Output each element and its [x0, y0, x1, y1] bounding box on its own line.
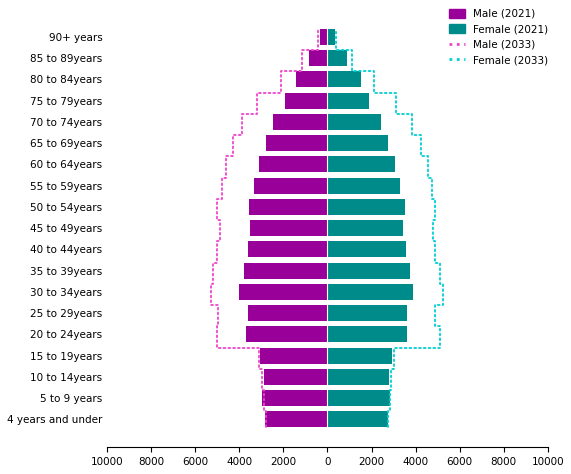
Bar: [260, 348, 327, 364]
Bar: [327, 305, 407, 321]
Bar: [327, 263, 410, 279]
Bar: [265, 411, 327, 428]
Bar: [239, 284, 327, 300]
Bar: [327, 390, 390, 406]
Bar: [327, 72, 360, 87]
Bar: [327, 135, 388, 151]
Bar: [327, 29, 335, 45]
Bar: [327, 50, 347, 66]
Bar: [250, 220, 327, 236]
Bar: [327, 241, 405, 257]
Bar: [246, 327, 327, 342]
Bar: [320, 29, 327, 45]
Bar: [327, 327, 407, 342]
Bar: [327, 156, 395, 173]
Bar: [254, 178, 327, 194]
Legend: Male (2021), Female (2021), Male (2033), Female (2033): Male (2021), Female (2021), Male (2033),…: [446, 6, 552, 68]
Bar: [284, 93, 327, 109]
Bar: [327, 411, 388, 428]
Bar: [244, 263, 327, 279]
Bar: [248, 241, 327, 257]
Bar: [274, 114, 327, 130]
Bar: [327, 369, 389, 385]
Bar: [327, 284, 413, 300]
Bar: [259, 156, 327, 173]
Bar: [264, 369, 327, 385]
Bar: [327, 93, 369, 109]
Bar: [266, 135, 327, 151]
Bar: [327, 178, 400, 194]
Bar: [327, 199, 405, 215]
Bar: [309, 50, 327, 66]
Bar: [327, 220, 404, 236]
Bar: [263, 390, 327, 406]
Bar: [327, 348, 392, 364]
Bar: [327, 114, 381, 130]
Bar: [296, 72, 327, 87]
Bar: [248, 305, 327, 321]
Bar: [250, 199, 327, 215]
